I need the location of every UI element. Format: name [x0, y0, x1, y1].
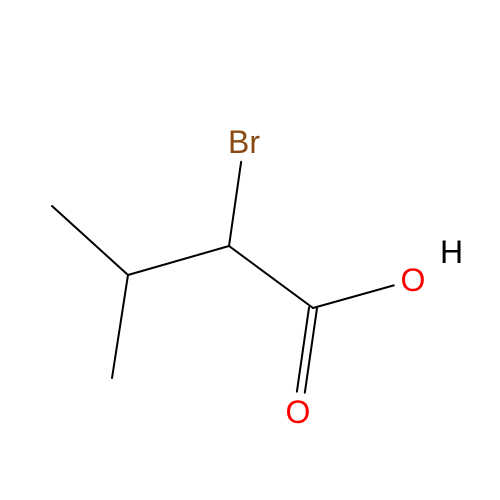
atom-label-h: H — [440, 234, 463, 270]
bond — [229, 246, 313, 308]
molecule-diagram: BrOOH — [0, 0, 500, 500]
atom-label-br: Br — [228, 124, 260, 160]
bond — [128, 246, 229, 275]
bond — [52, 206, 128, 275]
bond — [112, 275, 128, 378]
bond — [313, 285, 394, 308]
bond — [229, 162, 241, 246]
atom-label-o2: O — [401, 262, 426, 298]
atom-label-o1: O — [286, 394, 311, 430]
